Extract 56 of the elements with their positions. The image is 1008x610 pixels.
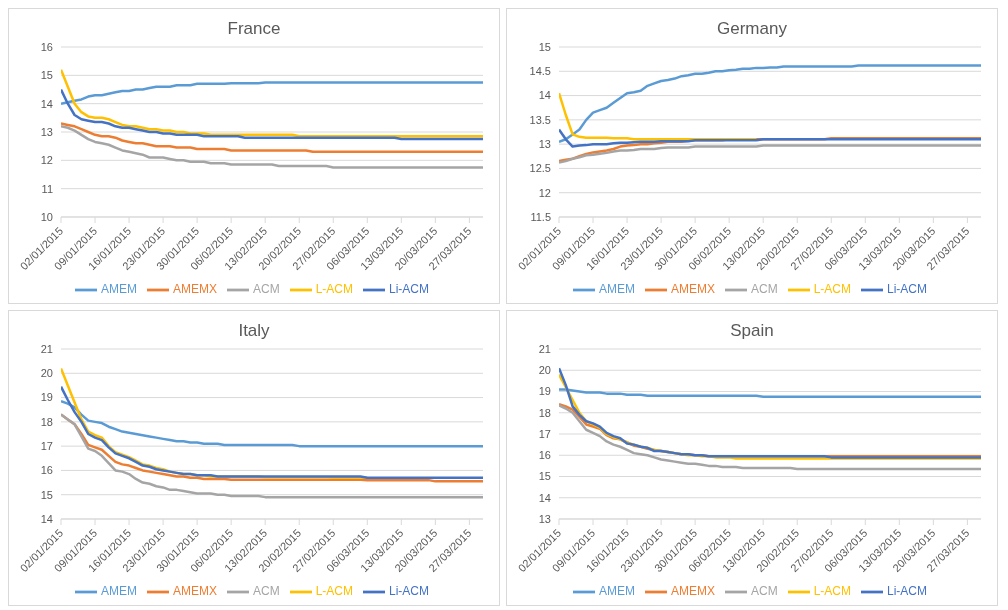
legend-label: AMEMX — [172, 282, 217, 297]
legend-label: AMEM — [100, 282, 137, 297]
legend-label: ACM — [750, 584, 778, 599]
y-tick-label: 12 — [538, 186, 551, 199]
y-tick-label: 19 — [40, 391, 53, 404]
legend-label: Li-ACM — [887, 282, 928, 297]
y-tick-label: 14 — [538, 89, 551, 102]
y-tick-label: 16 — [40, 464, 53, 477]
legend-label: AMEMX — [670, 282, 715, 297]
y-tick-label: 15 — [538, 470, 551, 483]
legend-label: ACM — [252, 584, 280, 599]
chart-title: Germany — [716, 19, 788, 40]
y-tick-label: 16 — [40, 40, 53, 53]
legend-label: Li-ACM — [389, 584, 430, 599]
y-tick-label: 14 — [40, 97, 53, 110]
y-tick-label: 19 — [538, 385, 551, 398]
y-tick-label: 20 — [40, 367, 53, 380]
chart-title: France — [226, 19, 282, 40]
legend-label: L-ACM — [315, 584, 353, 599]
legend-label: AMEMX — [172, 584, 217, 599]
y-tick-label: 16 — [538, 449, 551, 462]
legend-label: Li-ACM — [389, 282, 430, 297]
y-tick-label: 17 — [538, 427, 551, 440]
legend-label: AMEMX — [670, 584, 715, 599]
y-tick-label: 17 — [40, 440, 53, 453]
y-tick-label: 18 — [40, 415, 53, 428]
y-tick-label: 13 — [40, 125, 53, 138]
y-tick-label: 20 — [538, 364, 551, 377]
legend-label: AMEM — [598, 282, 635, 297]
legend-label: L-ACM — [813, 282, 851, 297]
legend-label: ACM — [750, 282, 778, 297]
y-tick-label: 13 — [538, 512, 551, 525]
y-tick-label: 12 — [40, 154, 53, 167]
y-tick-label: 21 — [40, 342, 53, 355]
y-tick-label: 13.5 — [529, 113, 551, 126]
y-tick-label: 11 — [41, 182, 53, 195]
legend-label: AMEM — [100, 584, 137, 599]
legend-label: L-ACM — [813, 584, 851, 599]
y-tick-label: 13 — [538, 138, 551, 151]
chart-title: Spain — [729, 321, 775, 342]
legend-label: AMEM — [598, 584, 635, 599]
legend-label: Li-ACM — [887, 584, 928, 599]
y-tick-label: 15 — [40, 488, 53, 501]
y-tick-label: 12.5 — [529, 162, 551, 175]
y-tick-label: 10 — [40, 210, 53, 223]
y-tick-label: 14 — [40, 512, 53, 525]
y-tick-label: 18 — [538, 406, 551, 419]
legend-label: ACM — [252, 282, 280, 297]
y-tick-label: 21 — [538, 342, 551, 355]
y-tick-label: 15 — [538, 40, 551, 53]
y-tick-label: 11.5 — [530, 210, 551, 223]
y-tick-label: 14.5 — [529, 65, 551, 78]
y-tick-label: 15 — [40, 69, 53, 82]
legend-label: L-ACM — [315, 282, 353, 297]
y-tick-label: 14 — [538, 491, 551, 504]
chart-title: Italy — [237, 321, 271, 342]
